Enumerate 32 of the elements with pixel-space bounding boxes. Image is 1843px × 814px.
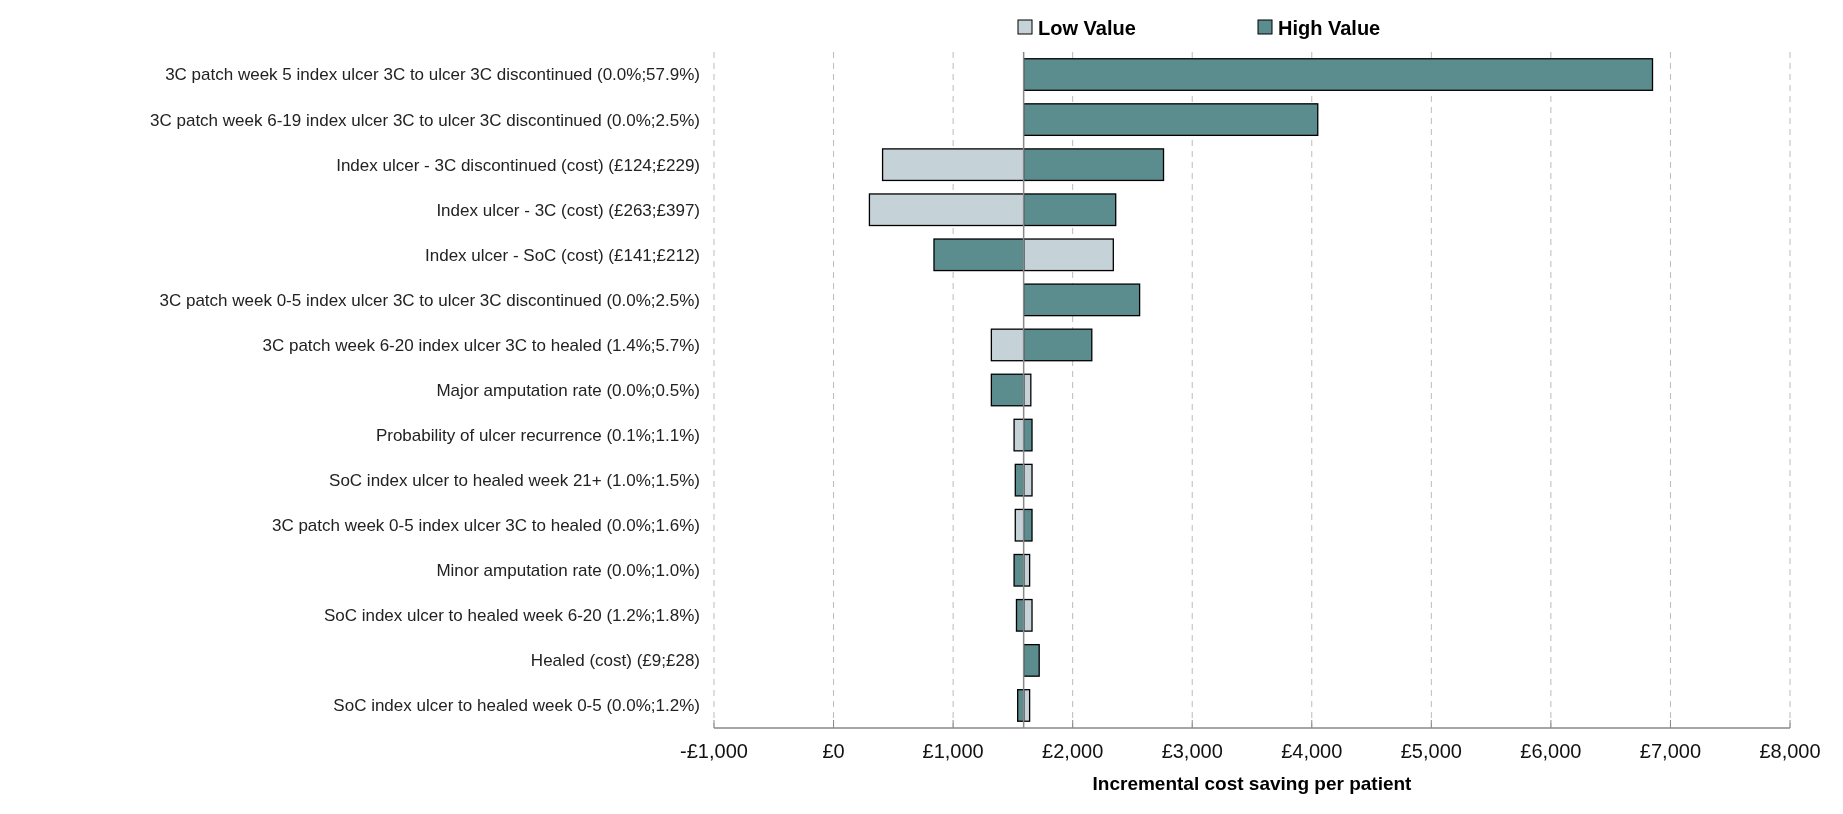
x-tick-label: £7,000: [1639, 740, 1702, 762]
y-tick-label: SoC index ulcer to healed week 6-20 (1.2%;1.8%): [323, 606, 700, 626]
y-tick-label: 3C patch week 6-20 index ulcer 3C to healed (1.4%;5.7%): [262, 335, 700, 355]
y-tick-label: Index ulcer - 3C discontinued (cost) (£124;£229): [336, 155, 700, 175]
y-tick-label: Healed (cost) (£9;£28): [530, 651, 700, 671]
y-tick-label: Major amputation rate (0.0%;0.5%): [436, 380, 700, 400]
bar: [1023, 58, 1654, 91]
x-tick-label: £3,000: [1161, 740, 1223, 762]
y-tick-label: Index ulcer - SoC (cost) (£141;£212): [425, 245, 700, 265]
x-tick-label: £2,000: [1042, 740, 1104, 762]
bar: [1023, 643, 1040, 677]
x-axis-title: Incremental cost saving per patient: [1092, 773, 1413, 794]
y-tick-label: 3C patch week 5 index ulcer 3C to ulcer 3C discontinued (0.0%;57.9%): [165, 65, 700, 85]
legend-label: High Value: [1278, 17, 1381, 39]
y-tick-label: 3C patch week 6-19 index ulcer 3C to ulcer 3C discontinued (0.0%;2.5%): [150, 110, 700, 130]
legend-label: Low Value: [1038, 17, 1136, 39]
y-tick-label: Probability of ulcer recurrence (0.1%;1.1%): [375, 426, 700, 446]
x-tick-label: £5,000: [1400, 740, 1462, 762]
y-tick-label: 3C patch week 0-5 index ulcer 3C to ulcer 3C discontinued (0.0%;2.5%): [159, 290, 700, 310]
y-tick-label: Index ulcer - 3C (cost) (£263;£397): [436, 200, 700, 220]
x-tick-label: £0: [822, 740, 845, 762]
y-tick-label: SoC index ulcer to healed week 21+ (1.0%;1.5%): [329, 471, 700, 491]
x-tick-label: £4,000: [1281, 740, 1343, 762]
x-tick-label: -£1,000: [680, 740, 748, 762]
y-tick-label: 3C patch week 0-5 index ulcer 3C to healed (0.0%;1.6%): [271, 516, 700, 536]
x-tick-label: £8,000: [1759, 740, 1821, 762]
x-tick-label: £6,000: [1520, 740, 1582, 762]
bar: [1023, 283, 1141, 317]
x-tick-label: £1,000: [922, 740, 984, 762]
y-tick-label: Minor amputation rate (0.0%;1.0%): [436, 561, 700, 581]
bar: [1023, 103, 1319, 137]
y-tick-label: SoC index ulcer to healed week 0-5 (0.0%;1.2%): [333, 696, 700, 716]
